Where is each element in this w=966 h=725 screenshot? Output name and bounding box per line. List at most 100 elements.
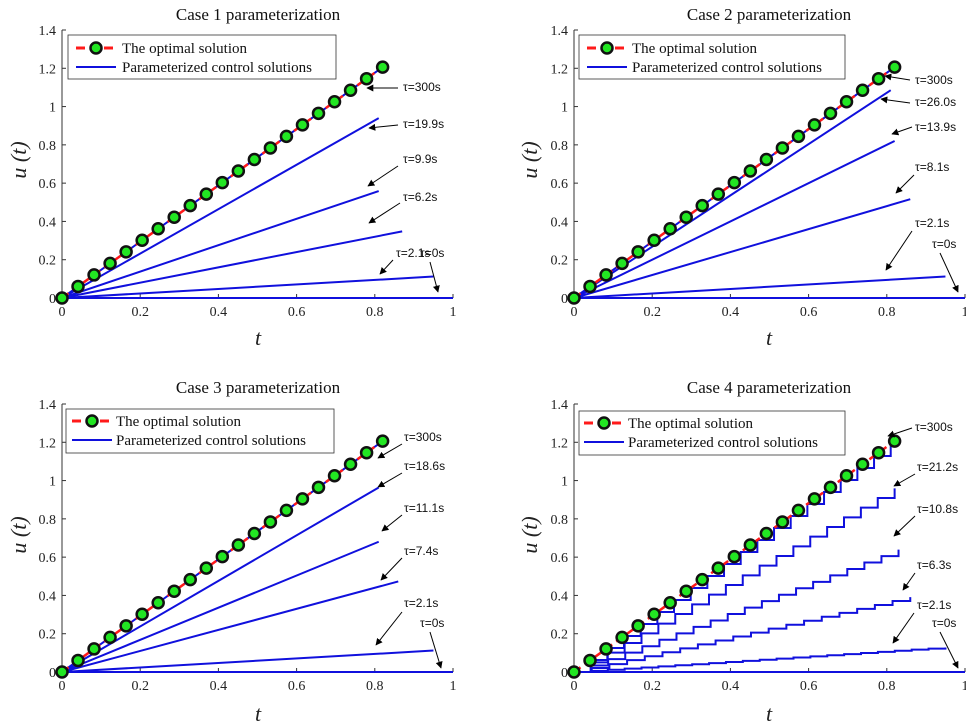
tau-label-8-1s: τ=8.1s [915, 160, 949, 174]
legend-optimal-marker [599, 418, 610, 429]
control-series-3 [62, 581, 398, 672]
optimal-marker [633, 246, 644, 257]
y-tick-label: 1 [561, 101, 568, 116]
control-series-1 [574, 488, 895, 672]
y-axis-label: u (t) [517, 141, 542, 178]
tau-arrow-13-9s [892, 127, 912, 134]
tau-label-2-1s: τ=2.1s [917, 598, 951, 612]
optimal-marker [73, 655, 84, 666]
optimal-marker [121, 620, 132, 631]
y-axis-label: u (t) [6, 516, 31, 553]
tau-label-2-1s: τ=2.1s [404, 596, 438, 610]
y-tick-label: 1.4 [39, 398, 57, 413]
optimal-marker [89, 269, 100, 280]
tau-label-19-9s: τ=19.9s [403, 117, 444, 131]
optimal-marker [329, 96, 340, 107]
optimal-marker [265, 516, 276, 527]
x-tick-label: 1 [450, 679, 457, 694]
x-tick-label: 0.6 [800, 679, 818, 694]
y-tick-label: 1 [49, 475, 56, 490]
y-tick-label: 1.2 [551, 436, 569, 451]
y-tick-label: 0 [561, 292, 568, 307]
x-tick-label: 0.2 [643, 305, 661, 320]
legend-optimal-marker [87, 416, 98, 427]
y-tick-label: 0.6 [551, 551, 569, 566]
optimal-marker [569, 293, 580, 304]
optimal-marker [297, 119, 308, 130]
y-tick-label: 0.8 [551, 513, 569, 528]
y-tick-label: 1.2 [39, 436, 57, 451]
tau-label-26-0s: τ=26.0s [915, 95, 956, 109]
x-tick-label: 1 [962, 305, 966, 320]
panel-title: Case 2 parameterization [687, 5, 852, 24]
tau-label-300s: τ=300s [404, 430, 442, 444]
legend: The optimal solution Parameterized contr… [66, 409, 334, 453]
optimal-marker [233, 540, 244, 551]
panel-case-4: Case 4 parameterization 0 0.2 0.4 0.6 0.8 100… [517, 378, 966, 725]
optimal-marker [617, 258, 628, 269]
optimal-marker [361, 73, 372, 84]
legend-optimal-marker [91, 43, 102, 54]
x-tick-label: 0.4 [210, 679, 228, 694]
y-tick-label: 0.6 [39, 177, 57, 192]
y-tick-label: 1.4 [39, 24, 57, 39]
y-axis-label: u (t) [6, 141, 31, 178]
tau-arrow-300s [888, 428, 912, 436]
tau-label-300s: τ=300s [915, 73, 953, 87]
optimal-marker [105, 258, 116, 269]
x-tick-label: 0 [571, 679, 578, 694]
panel-case-2: Case 2 parameterization 0 0.2 0.4 0.6 0.8 100… [517, 5, 966, 350]
tau-label-0s: τ=0s [420, 246, 444, 260]
y-tick-label: 1 [49, 101, 56, 116]
optimal-marker [313, 482, 324, 493]
tau-arrow-300s [885, 76, 910, 80]
y-tick-label: 0.2 [551, 628, 569, 643]
optimal-marker [793, 505, 804, 516]
tau-arrow-7-4s [381, 558, 402, 580]
x-tick-label: 0 [59, 679, 66, 694]
optimal-marker [745, 540, 756, 551]
y-tick-label: 0.6 [39, 551, 57, 566]
tau-arrow-10-8s [894, 516, 915, 536]
x-tick-label: 0 [571, 305, 578, 320]
y-tick-label: 0 [49, 292, 56, 307]
y-tick-label: 0.2 [39, 628, 57, 643]
tau-label-21-2s: τ=21.2s [917, 460, 958, 474]
tau-arrow-11-1s [382, 515, 402, 531]
tau-label-6-2s: τ=6.2s [403, 190, 437, 204]
tau-arrow-9-9s [368, 166, 398, 186]
legend: The optimal solution Parameterized contr… [579, 411, 845, 455]
optimal-marker [361, 447, 372, 458]
tau-arrow-18-6s [378, 473, 402, 487]
optimal-marker [345, 85, 356, 96]
optimal-marker [649, 609, 660, 620]
optimal-marker [377, 436, 388, 447]
annotations: τ=300s τ=18.6s τ=11.1s τ=7.4s τ=2.1s τ=0… [376, 430, 445, 668]
optimal-marker [665, 597, 676, 608]
optimal-marker [281, 131, 292, 142]
tau-arrow-0s [940, 632, 958, 668]
optimal-marker [761, 154, 772, 165]
optimal-marker [841, 96, 852, 107]
optimal-marker [57, 293, 68, 304]
legend: The optimal solution Parameterized contr… [579, 35, 845, 79]
x-tick-label: 0.6 [800, 305, 818, 320]
optimal-marker [633, 620, 644, 631]
tau-arrow-26-0s [881, 99, 910, 103]
optimal-marker [345, 459, 356, 470]
control-series-1 [62, 487, 379, 672]
legend: The optimal solution Parameterized contr… [68, 35, 336, 79]
annotations: τ=300s τ=21.2s τ=10.8s τ=6.3s τ=2.1s τ=0… [888, 420, 958, 668]
tau-label-10-8s: τ=10.8s [917, 502, 958, 516]
control-series-3 [574, 199, 910, 298]
y-tick-label: 1.2 [551, 62, 569, 77]
optimal-marker [681, 212, 692, 223]
optimal-marker [249, 154, 260, 165]
y-tick-label: 1.4 [551, 398, 569, 413]
legend-optimal-label: The optimal solution [122, 41, 247, 57]
optimal-marker [201, 563, 212, 574]
optimal-marker [857, 85, 868, 96]
optimal-marker [825, 482, 836, 493]
tau-label-300s: τ=300s [915, 420, 953, 434]
optimal-marker [873, 73, 884, 84]
